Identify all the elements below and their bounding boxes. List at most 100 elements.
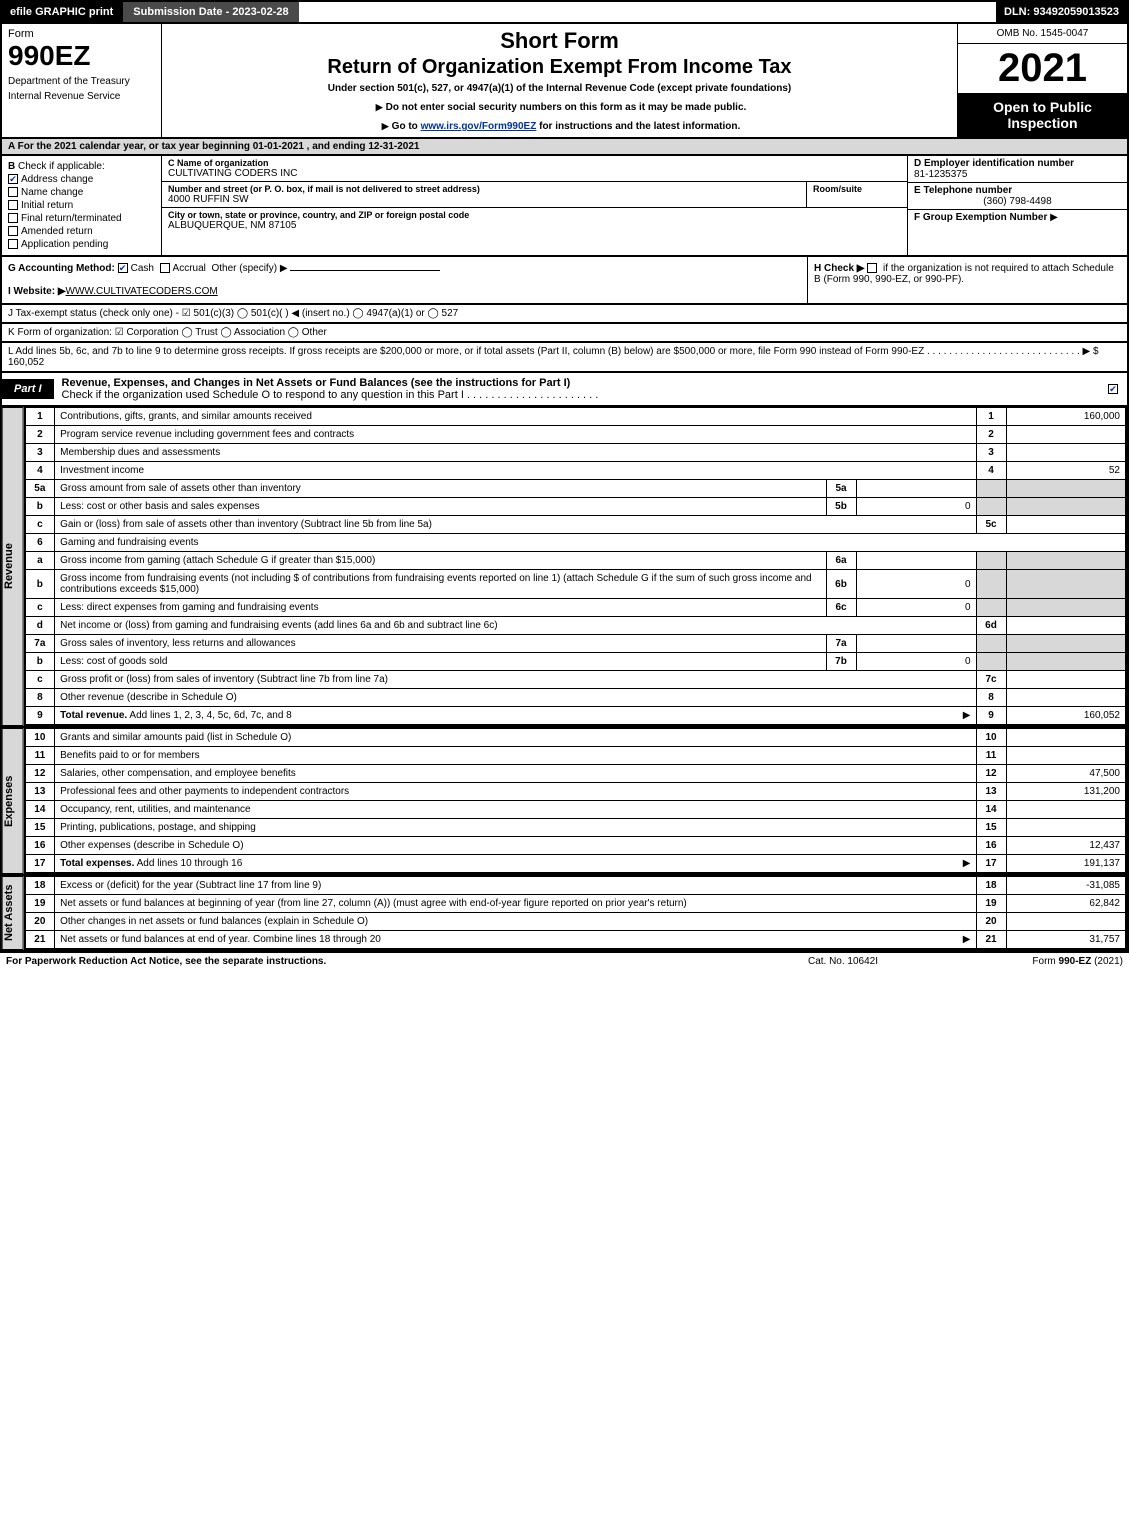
table-row: 8Other revenue (describe in Schedule O)8 [25, 689, 1126, 707]
line-desc: Contributions, gifts, grants, and simila… [55, 408, 976, 426]
arrow-icon [379, 121, 392, 132]
revenue-section: Revenue 1Contributions, gifts, grants, a… [0, 407, 1129, 728]
footer: For Paperwork Reduction Act Notice, see … [0, 952, 1129, 970]
cash-label: Cash [131, 263, 154, 274]
header-center: Short Form Return of Organization Exempt… [162, 24, 957, 137]
line-value-shade [1006, 570, 1126, 599]
line-desc: Occupancy, rent, utilities, and maintena… [55, 801, 976, 819]
i-label: I Website: ▶ [8, 286, 66, 297]
line-number: 21 [25, 931, 55, 950]
table-row: bGross income from fundraising events (n… [25, 570, 1126, 599]
line-number: 20 [25, 913, 55, 931]
checkbox-amended-return[interactable] [8, 226, 18, 236]
line-value [1006, 426, 1126, 444]
line-ref: 17 [976, 855, 1006, 874]
org-name: CULTIVATING CODERS INC [168, 168, 901, 179]
line-desc: Membership dues and assessments [55, 444, 976, 462]
line-desc: Less: cost of goods sold [55, 653, 826, 671]
line-number: 10 [25, 729, 55, 747]
submission-date: Submission Date - 2023-02-28 [121, 2, 298, 22]
sub-line-number: 7b [826, 653, 856, 671]
line-ref: 12 [976, 765, 1006, 783]
header-left: Form 990EZ Department of the Treasury In… [2, 24, 162, 137]
checkbox-name-change[interactable] [8, 187, 18, 197]
line-desc: Excess or (deficit) for the year (Subtra… [55, 877, 976, 895]
checkbox-accrual[interactable] [160, 263, 170, 273]
line-desc: Investment income [55, 462, 976, 480]
revenue-table: 1Contributions, gifts, grants, and simil… [24, 407, 1127, 726]
line-value [1006, 689, 1126, 707]
addr-label: Number and street (or P. O. box, if mail… [168, 184, 800, 194]
line-ref: 2 [976, 426, 1006, 444]
sub-line-value: 0 [856, 498, 976, 516]
line-desc: Gross sales of inventory, less returns a… [55, 635, 826, 653]
cb-label: Amended return [21, 226, 93, 237]
line-number: 6 [25, 534, 55, 552]
line-value: 52 [1006, 462, 1126, 480]
irs-link[interactable]: www.irs.gov/Form990EZ [421, 121, 537, 132]
line-value [1006, 516, 1126, 534]
line-value [1006, 671, 1126, 689]
part-title: Revenue, Expenses, and Changes in Net As… [62, 377, 571, 389]
table-row: 9Total revenue. Add lines 1, 2, 3, 4, 5c… [25, 707, 1126, 726]
line-ref-shade [976, 552, 1006, 570]
line-ref: 15 [976, 819, 1006, 837]
line-value [1006, 617, 1126, 635]
dept-treasury: Department of the Treasury [8, 76, 155, 87]
table-row: 15Printing, publications, postage, and s… [25, 819, 1126, 837]
checkbox-cash[interactable] [118, 263, 128, 273]
h-pre: H Check ▶ [814, 263, 864, 274]
line-number: d [25, 617, 55, 635]
title-short-form: Short Form [168, 28, 951, 54]
line-desc: Other expenses (describe in Schedule O) [55, 837, 976, 855]
line-value: 47,500 [1006, 765, 1126, 783]
checkbox-address-change[interactable] [8, 174, 18, 184]
footer-left: For Paperwork Reduction Act Notice, see … [6, 956, 743, 967]
subtitle: Under section 501(c), 527, or 4947(a)(1)… [168, 83, 951, 94]
line-j: J Tax-exempt status (check only one) - ☑… [0, 305, 1129, 324]
website[interactable]: WWW.CULTIVATECODERS.COM [66, 286, 218, 297]
e-label: E Telephone number [914, 185, 1012, 196]
line-number: b [25, 498, 55, 516]
checkbox-schedule-o[interactable] [1108, 384, 1118, 394]
other-specify-input[interactable] [290, 270, 440, 271]
sub-line-number: 6a [826, 552, 856, 570]
table-row: 11Benefits paid to or for members11 [25, 747, 1126, 765]
sub-line-value [856, 552, 976, 570]
table-row: bLess: cost of goods sold7b0 [25, 653, 1126, 671]
table-row: 16Other expenses (describe in Schedule O… [25, 837, 1126, 855]
table-row: 7aGross sales of inventory, less returns… [25, 635, 1126, 653]
line-desc: Benefits paid to or for members [55, 747, 976, 765]
part-check-label: Check if the organization used Schedule … [62, 389, 599, 401]
line-l: L Add lines 5b, 6c, and 7b to line 9 to … [0, 343, 1129, 373]
c-name-label: C Name of organization [168, 158, 901, 168]
line-value [1006, 444, 1126, 462]
other-label: Other (specify) ▶ [211, 263, 287, 274]
cb-label: Name change [21, 187, 83, 198]
checkbox-schedule-b[interactable] [867, 263, 877, 273]
table-row: cGross profit or (loss) from sales of in… [25, 671, 1126, 689]
line-number: c [25, 516, 55, 534]
line-value-shade [1006, 653, 1126, 671]
table-row: 13Professional fees and other payments t… [25, 783, 1126, 801]
open-inspection: Open to Public Inspection [958, 93, 1127, 137]
checkbox-initial-return[interactable] [8, 200, 18, 210]
cb-label: Address change [21, 174, 93, 185]
form-number: 990EZ [8, 40, 155, 72]
line-ref: 14 [976, 801, 1006, 819]
line-ref: 20 [976, 913, 1006, 931]
line-ref: 10 [976, 729, 1006, 747]
table-row: 3Membership dues and assessments3 [25, 444, 1126, 462]
checkbox-final-return[interactable] [8, 213, 18, 223]
line-desc: Net assets or fund balances at beginning… [55, 895, 976, 913]
netassets-section: Net Assets 18Excess or (deficit) for the… [0, 876, 1129, 952]
checkbox-application-pending[interactable] [8, 239, 18, 249]
line-value [1006, 913, 1126, 931]
sub-line-number: 5a [826, 480, 856, 498]
line-desc: Professional fees and other payments to … [55, 783, 976, 801]
line-desc: Less: cost or other basis and sales expe… [55, 498, 826, 516]
col-def: D Employer identification number 81-1235… [907, 156, 1127, 255]
g-label: G Accounting Method: [8, 263, 115, 274]
line-value [1006, 747, 1126, 765]
line-number: 3 [25, 444, 55, 462]
